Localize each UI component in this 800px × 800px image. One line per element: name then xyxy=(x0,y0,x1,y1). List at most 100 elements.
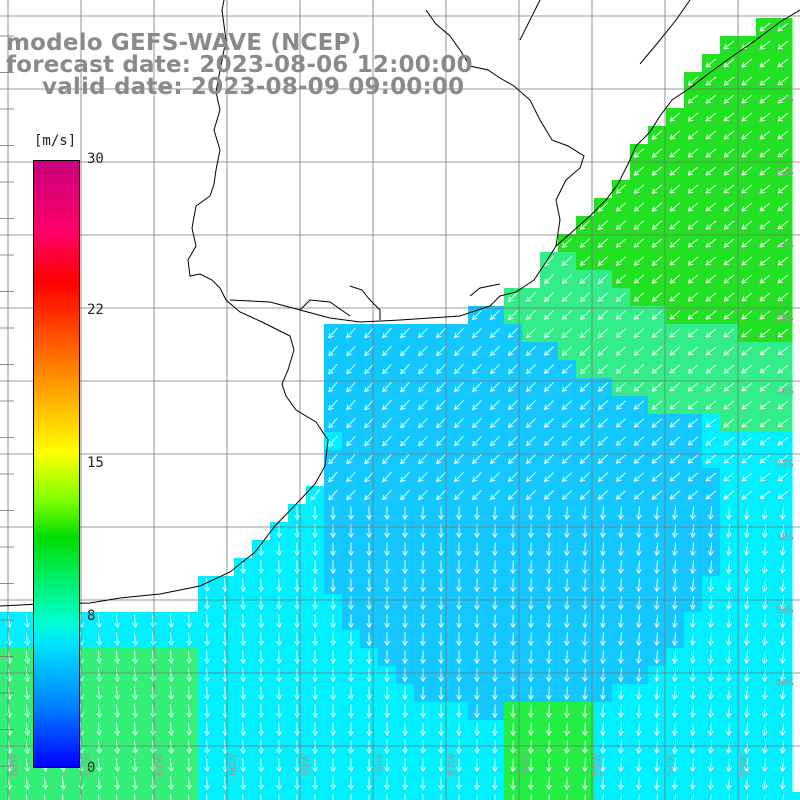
wind-arrow xyxy=(328,453,338,465)
wind-arrow xyxy=(546,686,552,700)
wind-arrow xyxy=(382,327,392,339)
wind-arrow xyxy=(489,364,500,375)
wind-arrow xyxy=(690,686,696,700)
wind-arrow xyxy=(328,363,338,375)
wind-arrow xyxy=(582,704,588,718)
wind-arrow xyxy=(507,328,518,339)
wind-cell xyxy=(18,792,37,800)
wind-arrow xyxy=(582,776,588,790)
wind-arrow xyxy=(525,328,536,338)
wind-arrow xyxy=(366,776,372,790)
wind-cell xyxy=(198,792,217,800)
wind-arrow xyxy=(206,794,208,800)
wind-arrow xyxy=(456,704,462,718)
wind-arrow xyxy=(132,704,138,718)
wind-arrow xyxy=(741,472,753,482)
wind-arrow xyxy=(364,399,374,411)
wind-arrow xyxy=(561,292,573,302)
wind-arrow xyxy=(651,436,663,446)
wind-arrow xyxy=(633,364,645,374)
wind-arrow xyxy=(597,328,609,338)
wind-arrow xyxy=(741,58,753,68)
wind-arrow xyxy=(402,560,408,574)
wind-arrow xyxy=(96,686,102,700)
wind-arrow xyxy=(723,94,735,104)
wind-arrow xyxy=(654,578,660,592)
wind-arrow xyxy=(579,310,591,320)
wind-arrow xyxy=(777,364,789,374)
wind-arrow xyxy=(723,76,735,86)
wind-arrow xyxy=(510,542,516,556)
wind-arrow xyxy=(474,542,480,556)
wind-arrow xyxy=(543,418,555,428)
wind-arrow xyxy=(492,722,498,736)
wind-arrow xyxy=(777,382,789,392)
wind-arrow xyxy=(456,668,462,682)
wind-arrow xyxy=(168,668,174,682)
wind-arrow xyxy=(759,94,771,104)
wind-arrow xyxy=(759,22,771,32)
wind-arrow xyxy=(779,722,786,736)
wind-arrow xyxy=(418,327,428,339)
wind-arrow xyxy=(168,614,174,628)
wind-arrow xyxy=(582,506,588,520)
wind-arrow xyxy=(454,400,464,411)
wind-arrow xyxy=(669,364,681,374)
wind-arrow xyxy=(615,238,627,248)
wind-arrow xyxy=(348,542,354,556)
wind-arrow xyxy=(96,758,102,772)
wind-arrow xyxy=(364,453,374,465)
wind-arrow xyxy=(651,166,663,176)
wind-speed-cells xyxy=(0,18,800,800)
wind-arrow xyxy=(654,740,660,754)
wind-arrow xyxy=(600,542,606,556)
wind-arrow xyxy=(672,668,678,682)
wind-arrow xyxy=(492,596,498,610)
wind-arrow xyxy=(633,148,645,158)
wind-arrow xyxy=(669,418,681,428)
wind-arrow xyxy=(564,668,570,682)
wind-arrow xyxy=(741,382,753,392)
wind-arrow xyxy=(690,776,696,790)
wind-arrow xyxy=(114,776,120,790)
wind-arrow xyxy=(779,740,786,754)
wind-arrow xyxy=(672,614,678,628)
wind-arrow xyxy=(346,345,356,357)
wind-arrow xyxy=(651,418,663,428)
colorbar xyxy=(33,160,80,768)
wind-arrow xyxy=(705,58,717,68)
wind-arrow xyxy=(741,256,753,266)
wind-arrow xyxy=(96,776,102,790)
wind-arrow xyxy=(507,490,518,501)
wind-arrow xyxy=(579,472,591,482)
wind-arrow xyxy=(743,596,750,610)
wind-arrow xyxy=(779,506,786,520)
wind-arrow xyxy=(402,704,408,718)
wind-arrow xyxy=(312,776,318,790)
wind-arrow xyxy=(759,274,771,284)
wind-arrow xyxy=(24,740,31,754)
wind-arrow xyxy=(597,220,609,230)
wind-arrow xyxy=(402,722,408,736)
wind-arrow xyxy=(564,650,570,664)
longitude-label: 60W xyxy=(228,753,239,776)
wind-arrow xyxy=(96,722,102,736)
wind-arrow xyxy=(188,794,190,800)
wind-arrow xyxy=(561,418,573,428)
wind-arrow xyxy=(456,686,462,700)
longitude-label: 57W xyxy=(447,753,458,776)
wind-arrow xyxy=(366,506,372,520)
wind-cell xyxy=(180,792,199,800)
wind-arrow xyxy=(258,560,264,574)
wind-arrow xyxy=(240,740,246,754)
wind-arrow xyxy=(168,722,174,736)
wind-arrow xyxy=(472,328,482,339)
wind-arrow xyxy=(669,472,681,482)
wind-arrow xyxy=(240,722,246,736)
wind-arrow xyxy=(348,560,354,574)
wind-arrow xyxy=(492,578,498,592)
wind-cell xyxy=(162,792,181,800)
wind-arrow xyxy=(600,740,606,754)
wind-arrow xyxy=(474,632,480,646)
wind-arrow xyxy=(472,454,482,465)
